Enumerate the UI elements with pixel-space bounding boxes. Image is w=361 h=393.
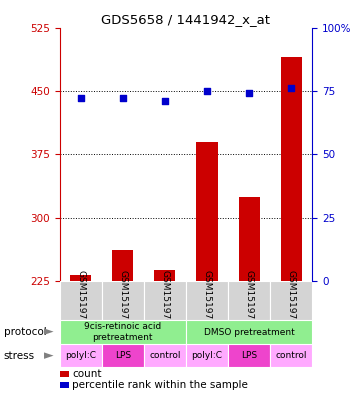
Bar <box>112 250 133 281</box>
Text: stress: stress <box>4 351 35 361</box>
Point <box>78 95 83 102</box>
Bar <box>154 270 175 281</box>
Text: GSM1519708: GSM1519708 <box>287 270 296 331</box>
Text: ►: ► <box>44 349 53 362</box>
Point <box>246 90 252 97</box>
Text: polyI:C: polyI:C <box>65 351 96 360</box>
Text: LPS: LPS <box>115 351 131 360</box>
Text: control: control <box>275 351 307 360</box>
Title: GDS5658 / 1441942_x_at: GDS5658 / 1441942_x_at <box>101 13 270 26</box>
Bar <box>102 344 144 367</box>
Text: GSM1519709: GSM1519709 <box>160 270 169 331</box>
Bar <box>186 320 312 344</box>
Bar <box>239 196 260 281</box>
Bar <box>60 320 186 344</box>
Text: GSM1519712: GSM1519712 <box>203 270 212 331</box>
Point <box>288 85 294 92</box>
Bar <box>196 141 217 281</box>
Text: DMSO pretreatment: DMSO pretreatment <box>204 328 295 336</box>
Bar <box>270 281 312 320</box>
Bar <box>102 281 144 320</box>
Bar <box>70 275 91 281</box>
Bar <box>60 281 102 320</box>
Bar <box>60 344 102 367</box>
Text: ►: ► <box>44 325 53 339</box>
Text: GSM1519711: GSM1519711 <box>118 270 127 331</box>
Text: GSM1519710: GSM1519710 <box>245 270 253 331</box>
Text: control: control <box>149 351 180 360</box>
Bar <box>186 344 228 367</box>
Bar <box>281 57 302 281</box>
Bar <box>270 344 312 367</box>
Bar <box>228 344 270 367</box>
Point <box>204 88 210 94</box>
Text: 9cis-retinoic acid
pretreatment: 9cis-retinoic acid pretreatment <box>84 322 161 342</box>
Point <box>162 98 168 104</box>
Text: LPS: LPS <box>241 351 257 360</box>
Bar <box>228 281 270 320</box>
Text: percentile rank within the sample: percentile rank within the sample <box>72 380 248 390</box>
Text: count: count <box>72 369 102 379</box>
Bar <box>186 281 228 320</box>
Text: polyI:C: polyI:C <box>191 351 222 360</box>
Point <box>120 95 126 102</box>
Text: GSM1519713: GSM1519713 <box>76 270 85 331</box>
Text: protocol: protocol <box>4 327 46 337</box>
Bar <box>144 344 186 367</box>
Bar <box>144 281 186 320</box>
